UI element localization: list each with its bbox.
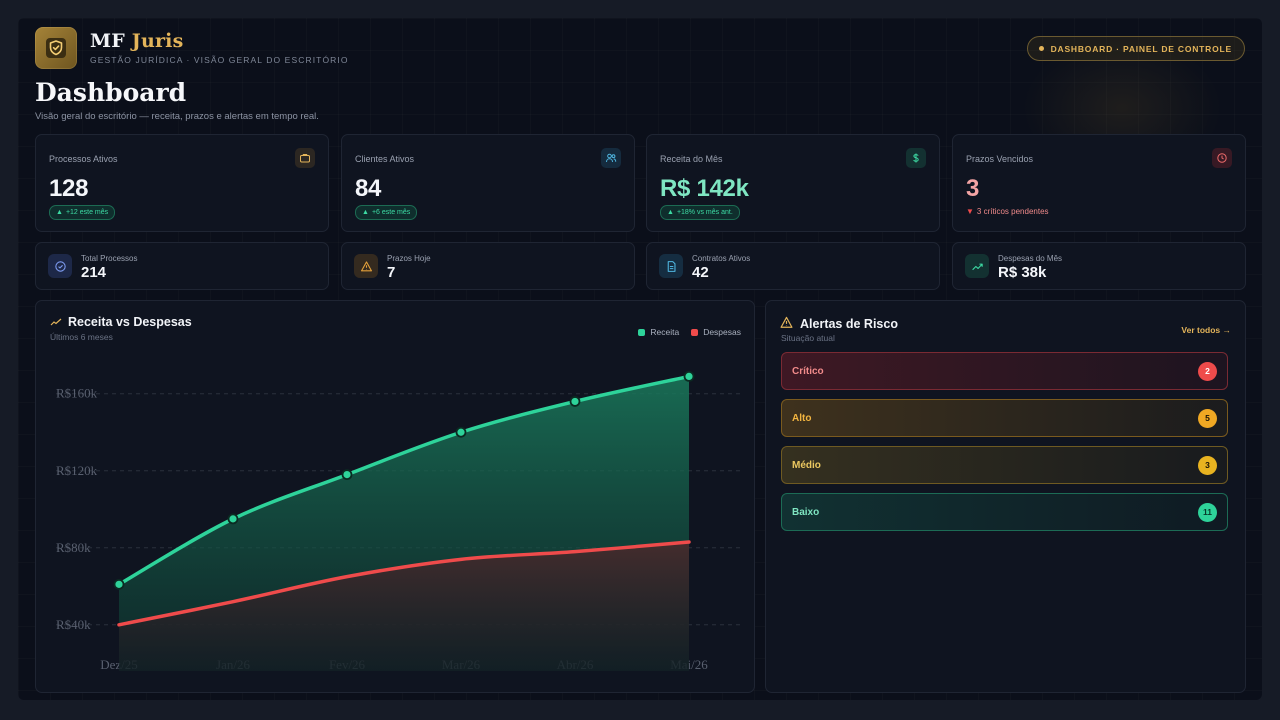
legend-item-despesas[interactable]: Despesas [691,327,741,337]
mini-label: Prazos Hoje [387,254,431,263]
stat-value: 128 [49,175,89,202]
app-frame: MF Juris GESTÃO JURÍDICA · VISÃO GERAL D… [18,18,1262,700]
logo[interactable] [35,27,77,69]
despesas-area [119,541,689,671]
y-tick-label: R$160k [56,386,98,401]
mini-value: 42 [692,264,709,281]
pill-label: DASHBOARD · PAINEL DE CONTROLE [1050,43,1232,54]
legend-swatch [691,328,699,336]
mini-card-prazos-hoje[interactable]: Prazos Hoje 7 [341,242,635,290]
stat-card-clientes[interactable]: Clientes Ativos 84 ▲ +6 este mês [341,134,635,232]
trend-line-icon [50,318,62,326]
risk-label: Alto [792,412,812,424]
page-subtitle: Visão geral do escritório — receita, pra… [35,111,319,122]
stat-label: Prazos Vencidos [966,154,1034,164]
document-icon [659,254,683,278]
stat-value: 3 [966,175,980,202]
users-icon [601,148,621,168]
stat-card-processos[interactable]: Processos Ativos 128 ▲ +12 este mês [35,134,329,232]
receita-point [341,469,353,481]
page-title: Dashboard [35,78,187,107]
stat-card-receita[interactable]: Receita do Mês R$ 142k ▲ +18% vs mês ant. [646,134,940,232]
stat-badge-text: +6 este mês [371,209,411,216]
chart-subtitle: Últimos 6 meses [50,332,113,342]
risk-count-badge: 5 [1198,408,1217,428]
mini-label: Despesas do Mês [998,254,1063,263]
stat-badge: ▲ +12 este mês [49,205,116,220]
stat-card-prazos[interactable]: Prazos Vencidos 3 ▼ 3 críticos pendentes [952,134,1246,232]
arrow-down-icon: ▼ [966,207,974,216]
risk-label: Crítico [792,365,824,377]
chart-title: Receita vs Despesas [68,315,192,329]
despesas-line [117,540,691,627]
mini-value: 214 [81,264,107,281]
stat-badge-text: +12 este mês [65,209,109,216]
see-all-link[interactable]: Ver todos → [1181,325,1231,335]
risk-count-badge: 3 [1198,455,1217,475]
risk-count-badge: 2 [1198,361,1217,381]
chart-plot: R$40kR$80kR$120kR$160kDez/25Jan/26Fev/26… [56,371,741,672]
stat-label: Processos Ativos [49,154,118,164]
stat-badge: ▲ +18% vs mês ant. [660,205,740,220]
receita-point [683,371,695,382]
y-tick-label: R$80k [56,540,91,555]
chart-legend: Receita Despesas [638,327,741,337]
risk-label: Médio [792,459,821,471]
warning-icon [780,316,793,328]
brand: MF Juris GESTÃO JURÍDICA · VISÃO GERAL D… [90,30,349,65]
legend-label: Despesas [703,327,741,337]
brand-name-primary: MF [90,30,125,52]
clock-icon [1212,148,1232,168]
check-circle-icon [48,254,72,278]
risk-item-baixo[interactable]: Baixo 11 [781,493,1228,531]
status-dot [1038,46,1044,51]
alerts-panel: Alertas de Risco Situação atual Ver todo… [765,300,1246,693]
legend-label: Receita [650,327,680,337]
stat-warning-text: 3 críticos pendentes [976,207,1049,216]
stat-label: Clientes Ativos [355,154,415,164]
brand-name-accent: Juris [131,30,184,52]
legend-swatch [638,328,646,336]
brand-name: MF Juris [90,30,349,52]
dashboard-pill[interactable]: DASHBOARD · PAINEL DE CONTROLE [1026,36,1245,61]
arrow-up-icon: ▲ [56,209,63,216]
mini-label: Contratos Ativos [692,254,751,263]
stat-badge-text: +18% vs mês ant. [676,209,733,216]
brand-subtitle: GESTÃO JURÍDICA · VISÃO GERAL DO ESCRITÓ… [90,55,349,65]
risk-item-alto[interactable]: Alto 5 [781,399,1228,437]
stat-warning: ▼ 3 críticos pendentes [966,207,1049,216]
arrow-up-icon: ▲ [362,209,369,216]
receita-line [117,374,691,587]
receita-point [569,396,581,407]
stat-value: 84 [355,175,382,202]
warning-icon [354,254,378,278]
receita-point [113,578,125,590]
mini-card-despesas[interactable]: Despesas do Mês R$ 38k [952,242,1246,290]
mini-value: R$ 38k [998,264,1047,281]
y-tick-label: R$120k [56,463,98,478]
receita-point [455,426,467,438]
stat-label: Receita do Mês [660,154,723,164]
risk-count-badge: 11 [1198,502,1217,522]
mini-card-contratos[interactable]: Contratos Ativos 42 [646,242,940,290]
briefcase-icon [295,148,315,168]
shield-icon [46,38,66,58]
arrow-up-icon: ▲ [667,209,674,216]
legend-item-receita[interactable]: Receita [638,327,679,337]
risk-item-critico[interactable]: Crítico 2 [781,352,1228,390]
alerts-title: Alertas de Risco [800,317,898,331]
chart-panel: Receita vs Despesas Últimos 6 meses Rece… [35,300,755,693]
alerts-subtitle: Situação atual [781,333,835,343]
mini-card-total-processos[interactable]: Total Processos 214 [35,242,329,290]
risk-item-medio[interactable]: Médio 3 [781,446,1228,484]
mini-label: Total Processos [81,254,138,263]
trending-up-icon [965,254,989,278]
receita-point [227,513,239,525]
stat-value: R$ 142k [660,175,749,202]
dollar-icon [906,148,926,168]
y-tick-label: R$40k [56,617,91,632]
mini-value: 7 [387,264,396,281]
risk-label: Baixo [792,506,820,518]
stat-badge: ▲ +6 este mês [355,205,418,220]
